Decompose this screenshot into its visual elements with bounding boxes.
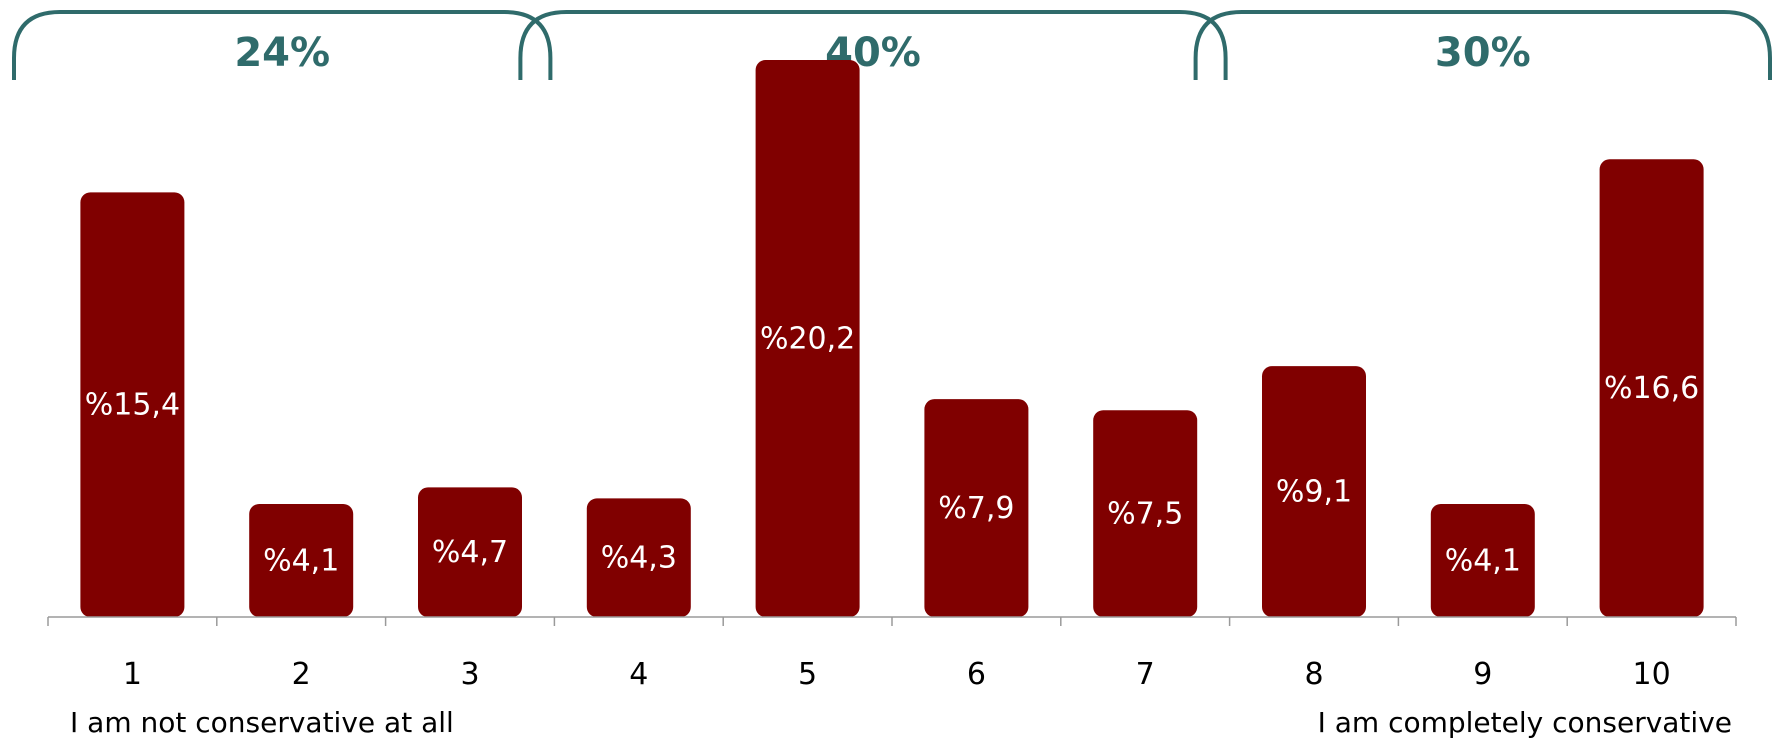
bar-value-label: %4,3 xyxy=(601,541,677,576)
bar-value-label: %15,4 xyxy=(85,388,180,423)
category-label: 5 xyxy=(798,657,817,692)
bar-value-label: %20,2 xyxy=(760,322,855,357)
category-label: 1 xyxy=(123,657,142,692)
group-bracket xyxy=(12,10,553,80)
bar xyxy=(80,192,185,617)
bar xyxy=(249,503,354,617)
bar xyxy=(1093,410,1198,617)
bar xyxy=(586,498,691,617)
x-axis-ticks xyxy=(47,617,1737,626)
bar-value-label: %4,1 xyxy=(263,543,339,578)
category-label: 9 xyxy=(1473,657,1492,692)
bar xyxy=(924,399,1029,617)
bars: %15,4 %4,1 %4,7 %4,3 %20,2 %7,9 %7,5 %9,1 %4,1 %1… xyxy=(80,60,1704,617)
group-percentage-label: 24% xyxy=(234,30,330,76)
bar-value-label: %4,7 xyxy=(432,535,508,570)
bar-value-label: %9,1 xyxy=(1276,475,1352,510)
bar xyxy=(755,60,860,617)
category-labels: 1 2 3 4 5 6 7 8 9 10 xyxy=(123,657,1671,692)
bar xyxy=(418,487,522,617)
bar xyxy=(1262,366,1366,617)
category-label: 10 xyxy=(1633,657,1671,692)
bar-value-label: %7,9 xyxy=(938,491,1014,526)
bar-value-label: %7,5 xyxy=(1107,497,1183,532)
group-brackets: 24% 40% 30% xyxy=(12,10,1772,80)
category-label: 8 xyxy=(1304,657,1323,692)
bar xyxy=(1599,159,1704,617)
category-label: 2 xyxy=(292,657,311,692)
group-bracket xyxy=(1193,10,1772,80)
scale-label-right: I am completely conservative xyxy=(1318,706,1732,739)
group-percentage-label: 30% xyxy=(1435,30,1531,76)
bar xyxy=(1430,503,1535,617)
category-label: 7 xyxy=(1136,657,1155,692)
bar-value-label: %4,1 xyxy=(1445,543,1521,578)
group-bracket xyxy=(518,10,1228,80)
category-label: 3 xyxy=(460,657,479,692)
category-label: 4 xyxy=(629,657,648,692)
category-label: 6 xyxy=(967,657,986,692)
bar-value-label: %16,6 xyxy=(1604,371,1699,406)
scale-label-left: I am not conservative at all xyxy=(70,706,454,739)
